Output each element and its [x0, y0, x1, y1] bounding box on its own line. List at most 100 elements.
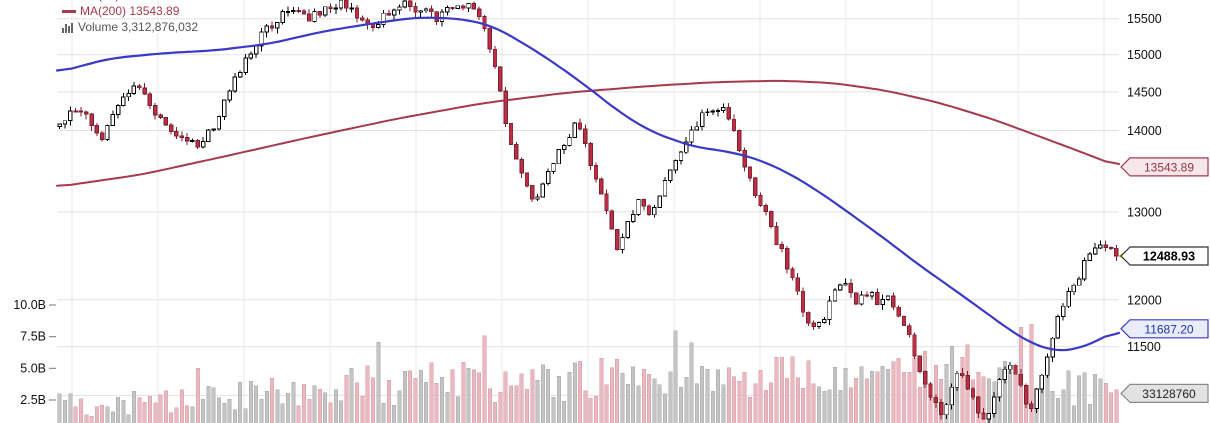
volume-bar — [732, 376, 737, 423]
volume-bar — [280, 403, 285, 423]
candle-body — [206, 129, 211, 142]
candle-body — [742, 150, 747, 168]
volume-bar — [1098, 378, 1103, 423]
volume-bar — [78, 398, 83, 423]
candle-body — [838, 284, 843, 291]
volume-bar — [753, 383, 758, 423]
candle-body — [153, 105, 158, 116]
volume-bar — [912, 358, 917, 423]
candle-body — [657, 195, 662, 209]
legend-item-volume: Volume 3,312,876,032 — [62, 19, 198, 35]
candle-body — [641, 198, 646, 207]
candle-body — [567, 137, 572, 147]
candle-body — [540, 183, 546, 198]
legend-item-ma50: MA(50) 11687.20 — [62, 0, 198, 3]
candle-body — [800, 290, 806, 313]
candle-body — [779, 244, 785, 250]
candle-body — [530, 185, 535, 200]
candle-body — [179, 135, 184, 138]
candle-body — [853, 292, 859, 305]
volume-bar — [662, 393, 667, 423]
candle-body — [62, 120, 68, 125]
candle-body — [583, 128, 588, 144]
candle-body — [174, 131, 179, 137]
candle-body — [614, 228, 620, 250]
candle-body — [922, 371, 928, 385]
candle-body — [264, 25, 269, 33]
candle-body — [970, 388, 976, 398]
volume-bar — [684, 376, 689, 423]
candle-body — [439, 11, 445, 22]
volume-bar — [455, 396, 460, 423]
candle-body — [211, 128, 216, 131]
volume-bar — [700, 366, 705, 423]
candle-body — [721, 107, 726, 112]
volume-bar — [301, 383, 306, 423]
grid — [57, 0, 1119, 423]
volume-bar — [482, 335, 487, 423]
candle-body — [620, 236, 625, 250]
volume-bar — [243, 408, 248, 423]
volume-bar — [397, 390, 402, 423]
volume-bar — [742, 371, 747, 423]
volume-bar — [1061, 389, 1066, 423]
candle-body — [386, 12, 392, 16]
candle-body — [1071, 284, 1077, 293]
volume-bar — [822, 391, 827, 423]
volume-bar — [737, 380, 742, 423]
legend-label-ma50: MA(50) 11687.20 — [80, 0, 172, 2]
volume-bar — [137, 397, 142, 423]
ma200-callout-label: 13543.89 — [1144, 160, 1194, 174]
volume-bar — [933, 364, 938, 423]
volume-bar — [875, 371, 880, 423]
candle-body — [763, 204, 769, 213]
candle-body — [68, 110, 73, 122]
candle-body — [195, 140, 200, 148]
volume-bar — [1013, 372, 1018, 423]
candle-body — [423, 8, 429, 12]
candle-body — [827, 300, 832, 320]
volume-bar — [886, 368, 891, 423]
ma200-callout: 13543.89 — [1120, 157, 1209, 177]
candle-body — [1087, 253, 1092, 261]
candle-body — [126, 93, 131, 98]
candle-body — [668, 169, 673, 182]
candle-body — [253, 45, 259, 55]
volume-bar — [678, 386, 683, 423]
volume-bar — [153, 402, 158, 423]
volume-tick-label: 10.0B — [13, 298, 46, 312]
legend-item-ma200: MA(200) 13543.89 — [62, 3, 198, 19]
candle-body — [869, 292, 875, 297]
volume-bars-icon — [62, 22, 74, 33]
volume-bar — [498, 392, 503, 423]
volume-bar — [211, 387, 216, 423]
candle-body — [466, 3, 471, 9]
candle-body — [243, 57, 248, 73]
volume-bar — [562, 400, 567, 423]
volume-bar — [376, 341, 381, 423]
volume-bar — [838, 389, 843, 423]
volume-bar — [864, 378, 869, 423]
volume-bar — [365, 365, 370, 423]
candle-body — [99, 132, 105, 141]
volume-bar — [524, 388, 529, 423]
price-tick-label: 13000 — [1127, 205, 1162, 219]
volume-callout: 33128760 — [1120, 383, 1209, 403]
volume-bar — [1087, 403, 1092, 423]
candle-body — [354, 7, 360, 19]
price-tick-label: 12000 — [1127, 293, 1162, 307]
candle-body — [938, 402, 944, 416]
candle-body — [269, 25, 275, 29]
candle-body — [901, 315, 907, 327]
volume-bar — [870, 370, 875, 423]
candle-body — [572, 122, 577, 139]
volume-bar — [227, 398, 232, 423]
axis-callouts: 13543.89 12488.93 11687.20 33128760 — [1120, 157, 1209, 403]
volume-bar — [434, 383, 439, 423]
volume-bar — [694, 383, 699, 423]
volume-bar — [928, 397, 933, 423]
candle-body — [275, 22, 280, 29]
candle-body — [715, 110, 721, 113]
volume-bar — [848, 387, 853, 423]
